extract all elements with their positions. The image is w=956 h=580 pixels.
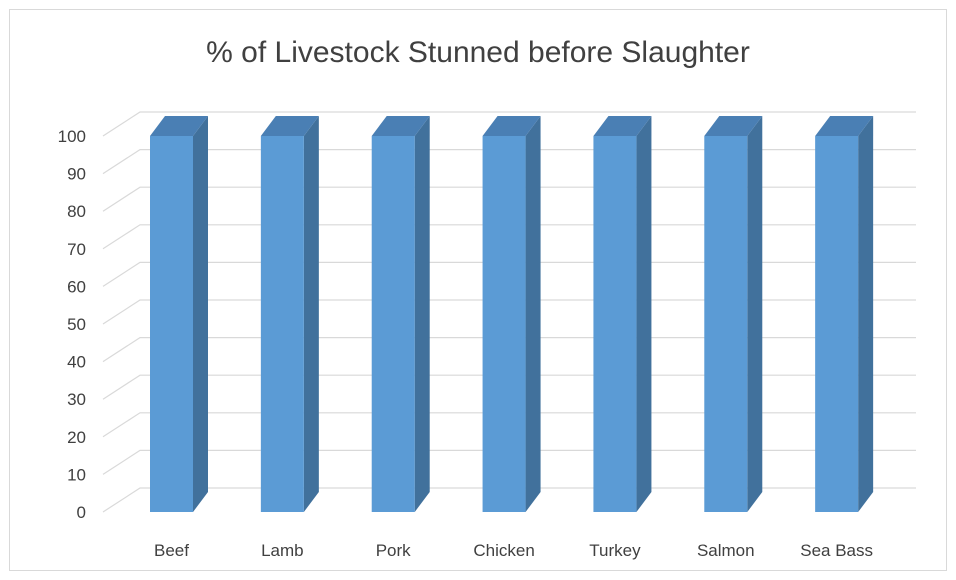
bar-side bbox=[193, 116, 208, 512]
bar-front bbox=[704, 136, 748, 512]
bar-top bbox=[150, 116, 208, 136]
bar-side bbox=[414, 116, 430, 512]
y-tick-label: 100 bbox=[58, 127, 86, 146]
bar-front bbox=[482, 136, 526, 512]
gridline bbox=[102, 487, 916, 513]
bar-top bbox=[815, 116, 874, 136]
y-tick-label: 0 bbox=[77, 503, 86, 522]
bar-top bbox=[260, 116, 319, 136]
y-tick-label: 10 bbox=[67, 465, 86, 484]
bars bbox=[150, 116, 874, 512]
chart-title: % of Livestock Stunned before Slaughter bbox=[206, 36, 750, 69]
gridline bbox=[102, 186, 916, 212]
bar-front bbox=[371, 136, 415, 512]
bar-chicken bbox=[482, 116, 541, 512]
gridline bbox=[102, 412, 916, 438]
x-category-label: Turkey bbox=[589, 541, 641, 560]
y-tick-label: 70 bbox=[67, 240, 86, 259]
bar-lamb bbox=[260, 116, 319, 512]
y-tick-label: 80 bbox=[67, 202, 86, 221]
bar-front bbox=[593, 136, 637, 512]
gridline bbox=[102, 224, 916, 250]
bar-top bbox=[371, 116, 430, 136]
gridline bbox=[102, 374, 916, 400]
bar-side bbox=[636, 116, 652, 512]
bar-sea-bass bbox=[815, 116, 874, 512]
y-axis-ticks: 0 10 20 30 40 50 60 70 80 90 100 bbox=[58, 127, 86, 522]
gridline bbox=[102, 337, 916, 363]
x-axis-categories: Beef Lamb Pork Chicken Turkey Salmon Sea Bass bbox=[154, 541, 873, 560]
bar-front bbox=[150, 136, 193, 512]
bar-front bbox=[815, 136, 859, 512]
bar-side bbox=[525, 116, 541, 512]
bar-side bbox=[747, 116, 763, 512]
x-category-label: Lamb bbox=[261, 541, 304, 560]
x-category-label: Salmon bbox=[697, 541, 755, 560]
y-tick-label: 40 bbox=[67, 353, 86, 372]
gridline bbox=[102, 111, 916, 137]
gridline bbox=[102, 299, 916, 325]
gridline bbox=[102, 149, 916, 175]
bar-side bbox=[303, 116, 319, 512]
bar-turkey bbox=[593, 116, 652, 512]
x-category-label: Pork bbox=[376, 541, 411, 560]
gridline bbox=[102, 261, 916, 287]
bar-pork bbox=[371, 116, 430, 512]
bar-top bbox=[593, 116, 652, 136]
x-category-label: Beef bbox=[154, 541, 189, 560]
y-tick-label: 90 bbox=[67, 165, 86, 184]
y-tick-label: 20 bbox=[67, 428, 86, 447]
gridline bbox=[102, 449, 916, 475]
bar-salmon bbox=[704, 116, 763, 512]
y-tick-label: 50 bbox=[67, 315, 86, 334]
x-category-label: Chicken bbox=[473, 541, 534, 560]
bar-side bbox=[858, 116, 874, 512]
bar-front bbox=[260, 136, 304, 512]
bar-beef bbox=[150, 116, 208, 512]
x-category-label: Sea Bass bbox=[800, 541, 873, 560]
y-tick-label: 30 bbox=[67, 390, 86, 409]
gridlines bbox=[102, 111, 916, 513]
y-tick-label: 60 bbox=[67, 277, 86, 296]
bar-top bbox=[482, 116, 541, 136]
bar-top bbox=[704, 116, 763, 136]
